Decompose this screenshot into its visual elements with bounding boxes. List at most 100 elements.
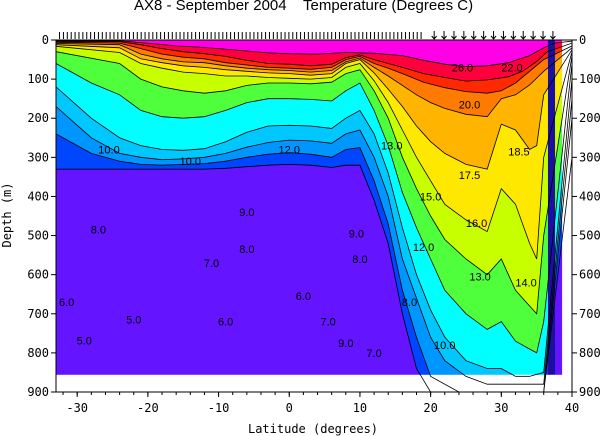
isotherm-22 [56,41,572,94]
x-tick-label: 30 [494,401,508,415]
isotherm-label: 5.0 [77,335,92,347]
isotherm-label: 5.0 [126,315,141,327]
isotherm-label: 13.0 [381,141,402,153]
axes: -30 -20 -10 0 10 20 30 400100200300400500600700… [27,33,600,415]
x-tick-label: 20 [423,401,437,415]
isotherm-14 [56,51,572,315]
isotherm-8 [56,118,572,392]
title-bar: AX8 - September 2004 Temperature (Degree… [0,0,609,18]
isotherm-12 [56,63,572,354]
band-t18-20 [56,43,572,170]
isotherm-label: 13.0 [469,272,490,284]
y-tick-label-right: 300 [579,150,601,164]
y-tick-label-left: 900 [27,385,49,399]
isotherm-label: 6.0 [218,317,233,329]
y-tick-label-left: 500 [27,229,49,243]
isotherm-contours [56,40,572,392]
y-tick-label-right: 200 [579,111,601,125]
isotherm-label: 10.0 [180,156,201,168]
y-axis-label: Depth (m) [0,182,14,247]
no-data-bottom [56,374,572,392]
isotherm-24 [56,41,572,82]
cast-arrow [441,31,447,40]
isotherm-9 [56,98,572,385]
isotherm-label: 9.0 [349,229,364,241]
xbt-cast-markers [59,31,556,40]
isotherm-label: 7.0 [320,317,335,329]
y-tick-label-right: 400 [579,189,601,203]
isotherm-20 [56,43,572,118]
no-data-east [562,40,572,392]
x-tick-label: 0 [286,401,293,415]
cast-arrow [451,31,457,40]
isotherm-label: 8.0 [239,244,254,256]
y-tick-label-left: 700 [27,307,49,321]
isotherm-label: 12.0 [279,144,300,156]
isotherm-label: 14.0 [515,277,536,289]
cast-arrow [530,31,537,40]
isotherm-label: 17.5 [459,170,480,182]
cast-arrow [520,31,527,40]
eastern-boundary-band [547,40,556,392]
isotherm-label: 18.5 [508,146,529,158]
y-tick-label-left: 100 [27,72,49,86]
band-t20-22 [56,42,572,117]
y-tick-label-left: 200 [27,111,49,125]
band-above-26 [56,40,572,67]
y-tick-label-right: 600 [579,268,601,282]
x-axis-label: Latitude (degrees) [248,422,378,436]
isotherm-label: 20.0 [459,99,480,111]
y-tick-label-left: 300 [27,150,49,164]
cast-arrow [460,31,467,40]
band-t12-14 [56,51,572,353]
band-below-7 [56,157,572,392]
isotherm-7 [56,157,572,392]
band-t10-11 [56,63,572,377]
isotherm-label: 9.0 [239,207,254,219]
y-tick-label-right: 700 [579,307,601,321]
isotherm-label: 8.0 [91,225,106,237]
chart-title: AX8 - September 2004 Temperature (Degree… [134,0,474,14]
x-tick-label: -20 [137,401,159,415]
isotherm-label: 7.0 [366,348,381,360]
isotherm-label: 22.0 [501,62,522,74]
cast-arrow [480,31,487,40]
plot-frame [55,39,573,393]
isotherm-label: 8.0 [402,297,417,309]
x-tick-label: 10 [353,401,367,415]
isotherm-16 [56,45,572,260]
y-tick-label-right: 500 [579,229,601,243]
cast-arrow [540,31,546,40]
isotherm-label: 12.0 [413,242,434,254]
y-tick-label-right: 900 [579,385,601,399]
isotherm-10 [56,79,572,377]
isotherm-label: 10.0 [98,144,119,156]
isotherm-label: 8.0 [352,254,367,266]
y-tick-label-right: 100 [579,72,601,86]
isotherm-label: 26.0 [452,62,473,74]
band-t24-26 [56,40,572,82]
isotherm-label: 15.0 [420,191,441,203]
isotherm-label: 9.0 [338,338,353,350]
y-tick-label-left: 800 [27,346,49,360]
isotherm-label: 6.0 [296,291,311,303]
isotherm-label: 10.0 [434,340,455,352]
isotherm-label: 7.0 [204,258,219,270]
y-tick-label-left: 0 [42,33,49,47]
isotherm-label: 6.0 [59,297,74,309]
cast-arrow [500,31,507,40]
isotherm-label: 16.0 [466,218,487,230]
cast-arrow [470,31,477,40]
cast-arrow [550,31,556,40]
x-tick-label: -10 [208,401,230,415]
isotherm-18 [56,44,572,170]
y-tick-label-left: 400 [27,189,49,203]
band-t22-24 [56,41,572,94]
cast-arrow [510,31,517,40]
y-tick-label-left: 600 [27,268,49,282]
isotherm-26 [56,40,572,68]
band-t14-16 [56,46,572,314]
y-tick-label-right: 0 [579,33,586,47]
y-tick-label-right: 800 [579,346,601,360]
